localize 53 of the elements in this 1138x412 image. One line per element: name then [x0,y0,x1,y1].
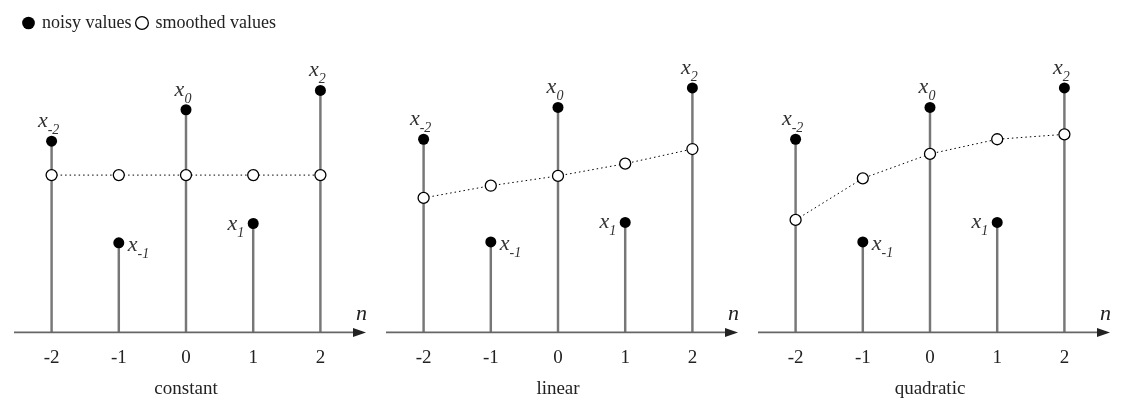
point [686,82,698,94]
x-tick-label: 1 [248,345,258,367]
point [314,168,327,182]
point [1058,128,1071,141]
x-tick-label: -2 [415,345,432,367]
x-axis-title: n [356,300,367,326]
x-tick-label: -2 [787,345,804,367]
point [991,216,1003,228]
point [551,169,565,183]
x-tick-label: -2 [43,345,60,367]
legend-label: smoothed values [155,11,276,32]
point [484,179,497,192]
point [417,191,430,205]
point [247,168,260,182]
x-tick-label: 0 [181,345,191,367]
x-axis-title: n [1100,300,1111,326]
legend-label: noisy values [42,11,132,32]
x-tick-label: 1 [620,345,630,367]
x-tick-label: 0 [925,345,935,367]
point [789,213,802,227]
x-tick-label: -1 [482,345,499,367]
text: linear [536,376,581,398]
x-tick-label: 2 [1059,345,1070,367]
point [923,147,937,161]
point [112,168,125,182]
point [418,133,430,145]
point [180,104,192,116]
point [686,142,699,156]
point [991,133,1004,146]
point [179,168,193,182]
x-tick-label: 2 [687,345,698,367]
x-tick-label: -1 [110,345,127,367]
point [485,236,497,248]
point [856,172,869,185]
point [552,101,564,113]
x-tick-label: -1 [854,345,871,367]
point [314,84,326,96]
point [924,101,936,113]
x-tick-label: 0 [553,345,563,367]
x-tick-label: 2 [315,345,326,367]
x-tick-label: 1 [992,345,1002,367]
point [45,168,58,182]
point [790,133,802,145]
point [113,237,125,249]
point [247,218,259,229]
point [46,135,58,147]
point [857,236,869,248]
x-axis-title: n [728,300,739,326]
point [619,216,631,228]
point [619,157,632,170]
point [1058,82,1070,94]
text: constant [154,376,219,398]
text: quadratic [894,376,966,398]
